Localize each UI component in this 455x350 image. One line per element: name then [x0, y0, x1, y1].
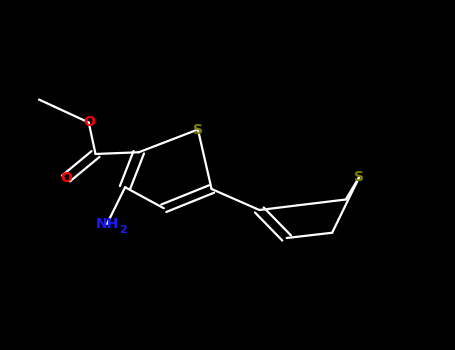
Text: O: O [83, 116, 95, 130]
Text: 2: 2 [119, 225, 127, 235]
Text: S: S [354, 170, 364, 184]
Text: NH: NH [95, 217, 119, 231]
Text: S: S [193, 122, 203, 136]
Text: O: O [60, 172, 72, 186]
